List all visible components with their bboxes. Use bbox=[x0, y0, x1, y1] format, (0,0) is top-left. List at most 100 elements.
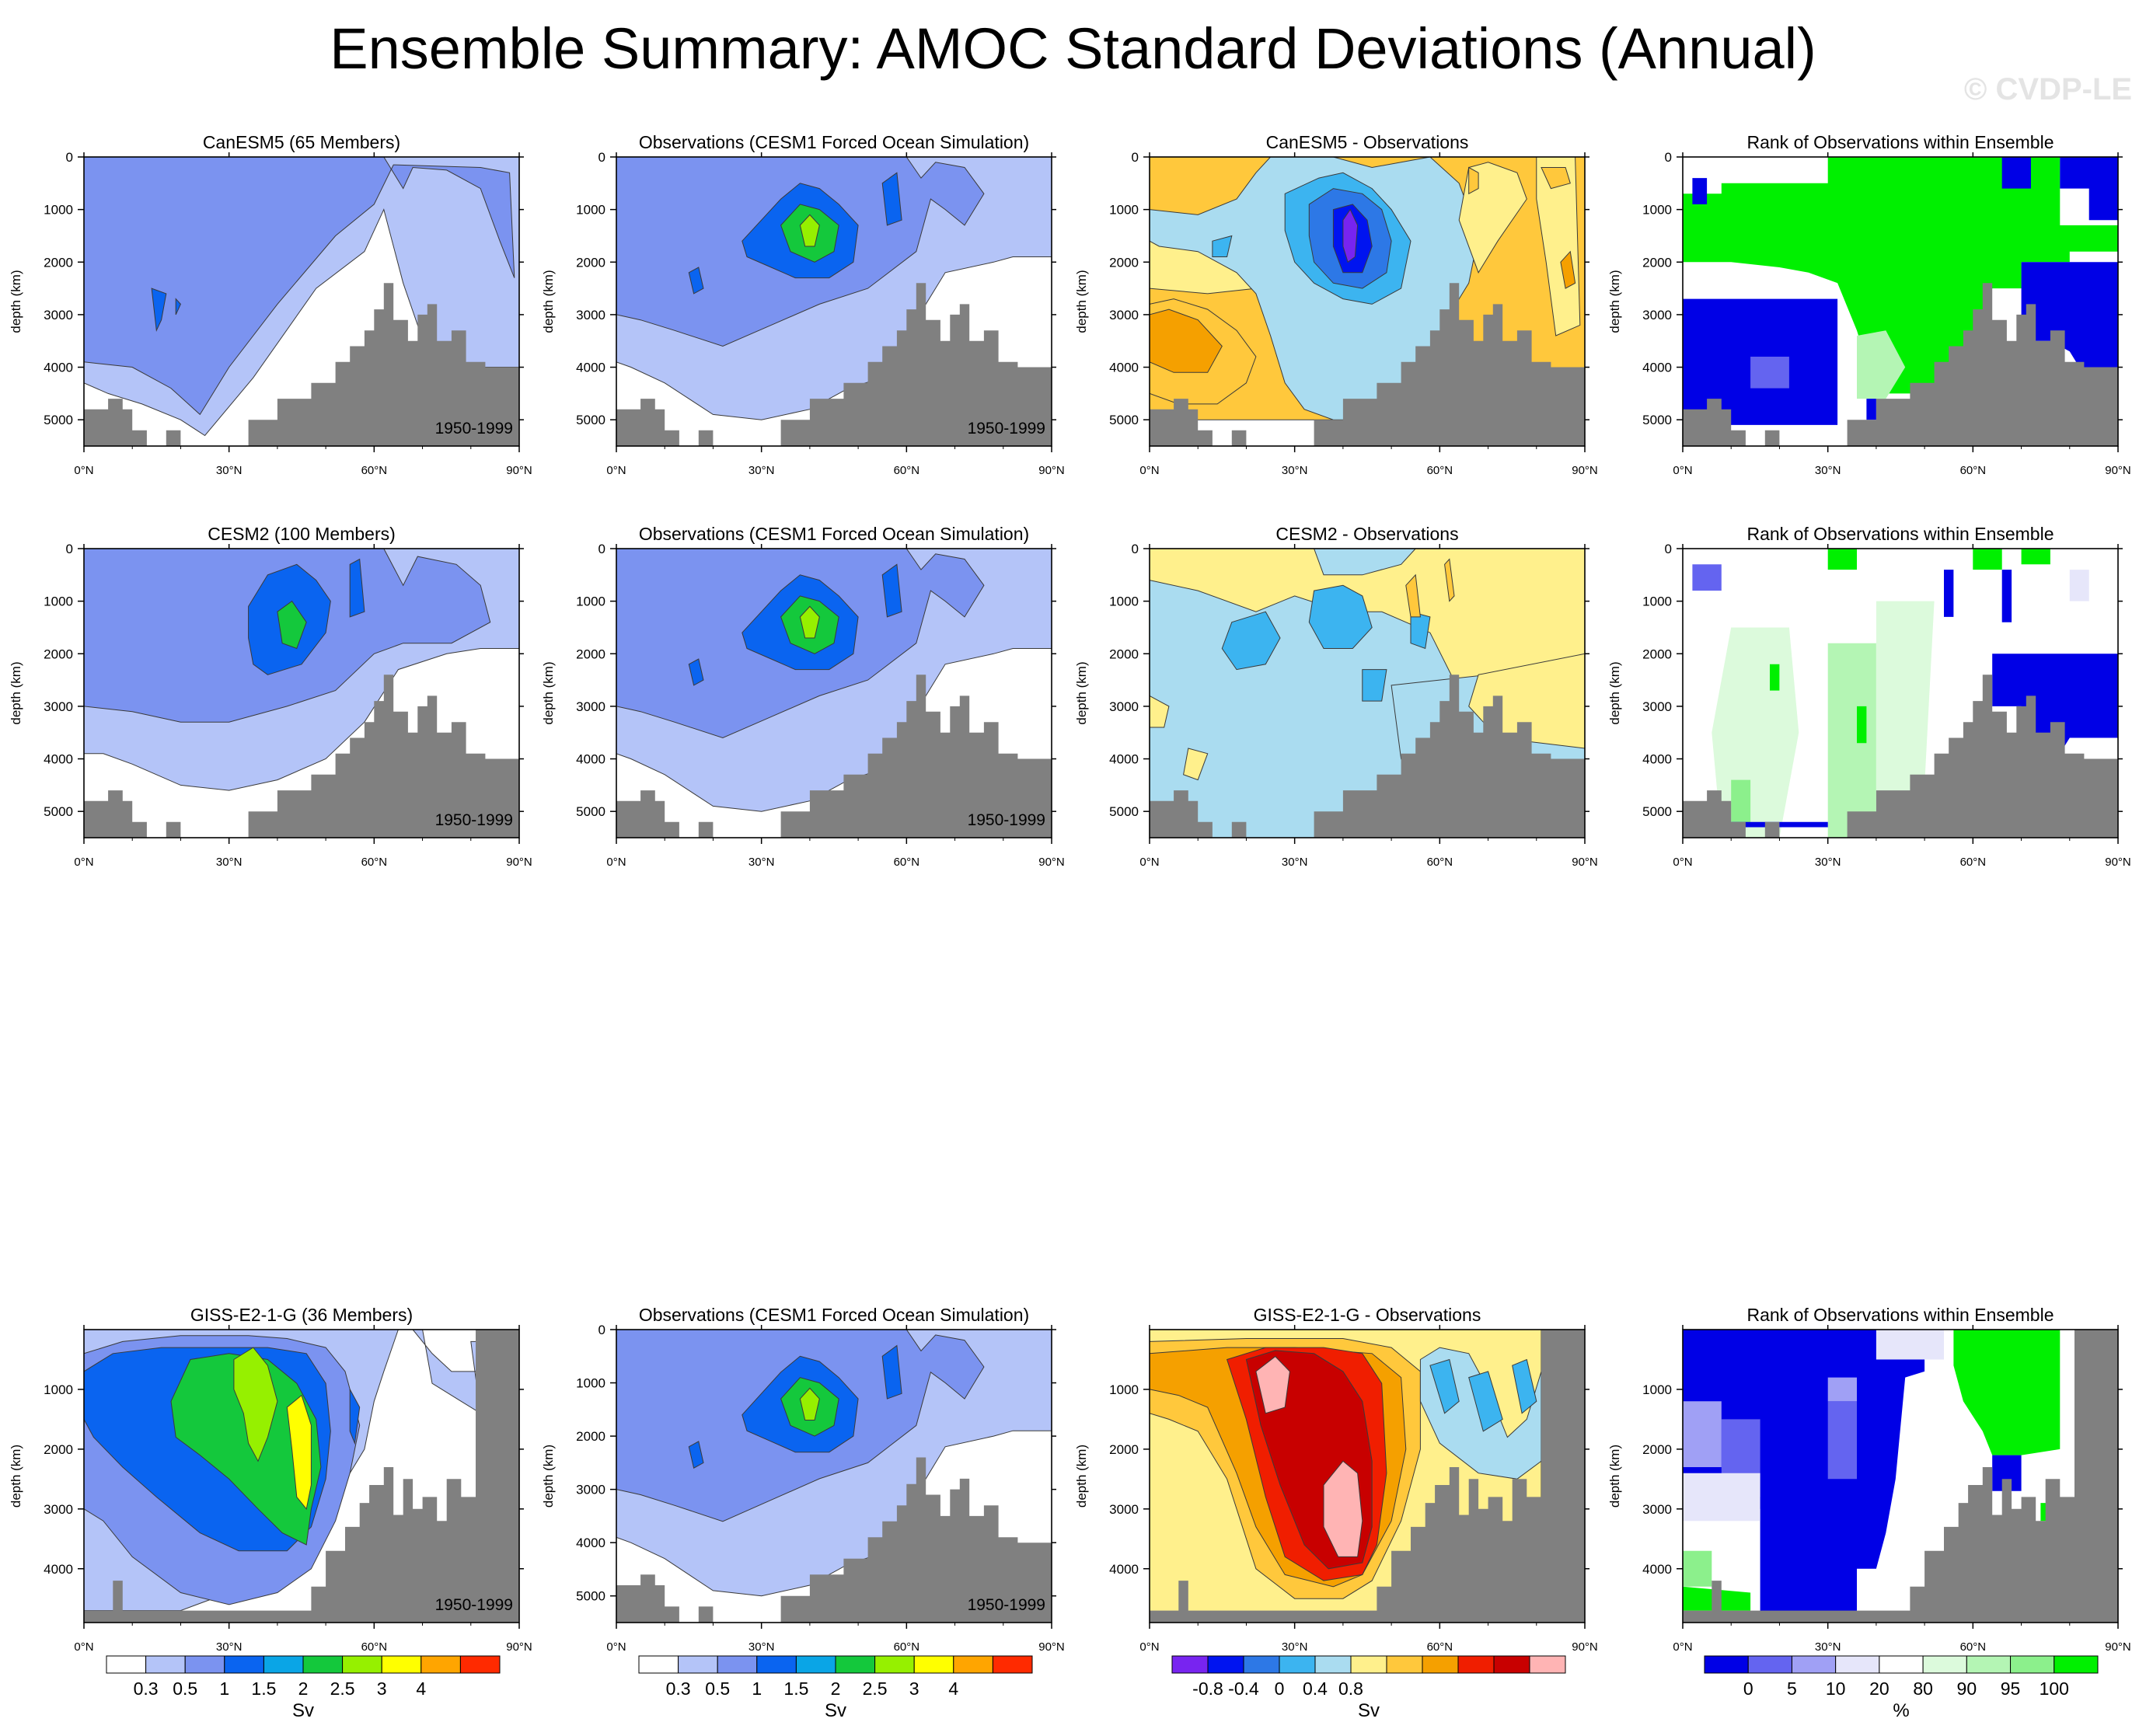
plot-frame bbox=[1682, 548, 2119, 838]
y-axis-label: depth (km) bbox=[1607, 270, 1622, 333]
colorbar-label: 2.5 bbox=[330, 1678, 355, 1699]
colorbar-box bbox=[1835, 1655, 1880, 1674]
colorbar-label: 90 bbox=[1957, 1678, 1977, 1699]
contour-band bbox=[799, 605, 820, 639]
colorbar-label: 0.8 bbox=[1338, 1678, 1363, 1699]
y-tick-label: 3000 bbox=[576, 1483, 605, 1497]
panel-r3c4: Rank of Observations within Ensemble 0°N 3… bbox=[1607, 1305, 2131, 1654]
x-tick-label: 0°N bbox=[606, 1640, 626, 1654]
y-tick-label: 5000 bbox=[1642, 804, 1672, 819]
colorbar-box bbox=[381, 1655, 422, 1674]
y-tick-label: 1000 bbox=[44, 594, 73, 609]
contour-band bbox=[1468, 166, 1479, 195]
colorbar-units: Sv bbox=[292, 1700, 314, 1721]
contour-band bbox=[1827, 1377, 1857, 1402]
contour-band bbox=[688, 658, 704, 686]
y-tick-label: 0 bbox=[598, 542, 605, 556]
panel-r3c3: GISS-E2-1-G - Observations 0°N 30°N 60°N 90°… bbox=[1074, 1305, 1598, 1654]
y-tick-label: 1000 bbox=[576, 203, 605, 218]
y-tick-label: 4000 bbox=[576, 361, 605, 375]
y-tick-label: 0 bbox=[1132, 542, 1139, 556]
colorbar-label: 1 bbox=[219, 1678, 229, 1699]
period-label: 1950-1999 bbox=[435, 1596, 513, 1614]
x-tick-label: 60°N bbox=[361, 1640, 388, 1654]
y-tick-label: 4000 bbox=[44, 1562, 73, 1577]
plot-frame bbox=[1149, 156, 1586, 447]
y-tick-label: 0 bbox=[1665, 150, 1672, 165]
plot-frame bbox=[1149, 548, 1586, 838]
contour-band bbox=[1953, 1330, 2061, 1455]
y-tick-label: 1000 bbox=[1109, 203, 1139, 218]
plot-area bbox=[84, 157, 519, 446]
colorbar-box bbox=[420, 1655, 461, 1674]
x-tick-label: 30°N bbox=[216, 856, 243, 869]
x-tick-label: 60°N bbox=[1960, 856, 1987, 869]
colorbar-box bbox=[835, 1655, 876, 1674]
colorbar-box bbox=[145, 1655, 186, 1674]
x-tick-label: 90°N bbox=[506, 464, 532, 477]
contour-band bbox=[799, 214, 820, 247]
colorbar-box bbox=[263, 1655, 304, 1674]
x-tick-label: 90°N bbox=[2105, 856, 2131, 869]
y-tick-label: 1000 bbox=[576, 594, 605, 609]
colorbar-label: 4 bbox=[416, 1678, 426, 1699]
contour-band bbox=[1512, 1358, 1537, 1414]
colorbar-box bbox=[1243, 1655, 1280, 1674]
y-tick-label: 3000 bbox=[44, 308, 73, 322]
contour-band bbox=[881, 1344, 902, 1400]
x-tick-label: 60°N bbox=[361, 464, 388, 477]
x-tick-label: 90°N bbox=[1038, 1640, 1065, 1654]
rank-colorbar: 0 5 10 20 80 90 95 100% bbox=[1704, 1655, 2099, 1721]
contour-band bbox=[2069, 570, 2089, 601]
x-tick-label: 60°N bbox=[1427, 856, 1453, 869]
x-tick-label: 60°N bbox=[894, 856, 920, 869]
panel-title: CanESM5 (65 Members) bbox=[203, 132, 400, 152]
contour-band bbox=[1750, 357, 1789, 389]
x-tick-label: 30°N bbox=[748, 1640, 775, 1654]
panel-r1c1: CanESM5 (65 Members) 1950-1999 0°N 30°N 60°N… bbox=[9, 132, 532, 477]
colorbar-label: 100 bbox=[2040, 1678, 2069, 1699]
panel-title: Rank of Observations within Ensemble bbox=[1746, 132, 2054, 152]
y-tick-label: 4000 bbox=[1642, 1562, 1672, 1577]
colorbar-box bbox=[459, 1655, 501, 1674]
colorbar-box bbox=[953, 1655, 993, 1674]
plot-area bbox=[616, 549, 1052, 838]
colorbar-box bbox=[224, 1655, 264, 1674]
topography bbox=[1150, 675, 1585, 838]
contour-band bbox=[1770, 664, 1780, 691]
x-tick-label: 30°N bbox=[1815, 1640, 1841, 1654]
panel-r2c2: Observations (CESM1 Forced Ocean Simulat… bbox=[541, 524, 1065, 869]
plot-frame bbox=[83, 1329, 520, 1623]
y-tick-label: 1000 bbox=[44, 1382, 73, 1397]
y-tick-label: 0 bbox=[66, 542, 73, 556]
colorbar-label: 80 bbox=[1913, 1678, 1933, 1699]
contour-band bbox=[1731, 779, 1751, 828]
panel-r1c3: CanESM5 - Observations 0°N 30°N 60°N 90°N 0 10… bbox=[1074, 132, 1598, 477]
colorbar-box bbox=[638, 1655, 679, 1674]
colorbar-box bbox=[2054, 1655, 2099, 1674]
contour-band bbox=[1183, 748, 1209, 781]
colorbar-box bbox=[913, 1655, 954, 1674]
x-tick-label: 60°N bbox=[361, 856, 388, 869]
y-tick-label: 3000 bbox=[1109, 1502, 1139, 1517]
panel-title: Rank of Observations within Ensemble bbox=[1746, 1305, 2054, 1325]
x-tick-label: 30°N bbox=[1815, 464, 1841, 477]
y-tick-label: 2000 bbox=[44, 1442, 73, 1457]
y-tick-label: 1000 bbox=[44, 203, 73, 218]
colorbar-label: 0 bbox=[1275, 1678, 1285, 1699]
panel-r2c1: CESM2 (100 Members) 1950-1999 0°N 30°N 60°N 9… bbox=[9, 524, 532, 869]
contour-band bbox=[1342, 208, 1359, 263]
period-label: 1950-1999 bbox=[968, 811, 1045, 829]
colorbar-label: 2 bbox=[298, 1678, 309, 1699]
colorbar-label: 1.5 bbox=[251, 1678, 276, 1699]
plot-area bbox=[1150, 1330, 1585, 1623]
y-tick-label: 2000 bbox=[44, 647, 73, 661]
contour-band bbox=[2001, 570, 2012, 622]
x-tick-label: 30°N bbox=[1282, 856, 1308, 869]
contour-band bbox=[1731, 821, 1828, 828]
y-tick-label: 4000 bbox=[44, 361, 73, 375]
y-tick-label: 2000 bbox=[1642, 255, 1672, 270]
panel-r3c1: GISS-E2-1-G (36 Members) 1950-1999 0°N 30°N… bbox=[9, 1305, 532, 1654]
contour-band bbox=[2021, 549, 2050, 565]
